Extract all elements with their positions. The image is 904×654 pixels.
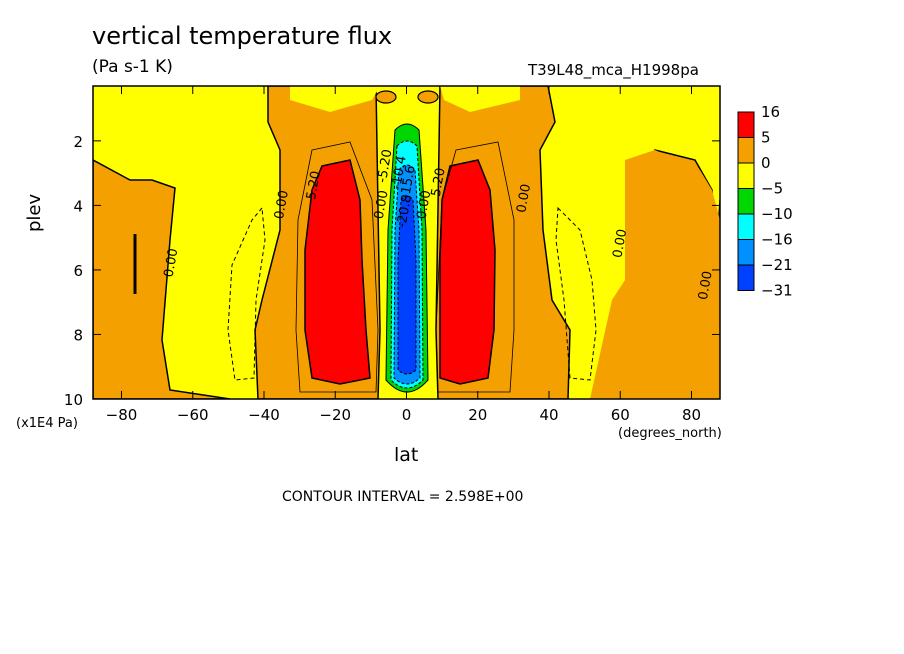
contour-label: -10.4	[389, 155, 410, 191]
contour-label: 0.00	[610, 228, 630, 259]
contour-label: 5.20	[429, 167, 449, 198]
y-tick-label: 2	[73, 133, 83, 151]
x-tick-label: 0	[402, 406, 412, 424]
contour-label: 5.20	[304, 170, 324, 201]
colorbar-swatch	[737, 162, 755, 189]
fill-max-south	[304, 159, 371, 385]
fill-positive-north-polar-2	[590, 150, 720, 399]
contour-fill-layer	[93, 86, 720, 399]
colorbar-swatch	[737, 239, 755, 266]
colorbar-label: −31	[761, 282, 793, 300]
colorbar-label: 0	[761, 154, 771, 172]
x-tick-label: −20	[319, 406, 351, 424]
fill-positive-south-polar	[93, 159, 231, 399]
contour-label: -5.20	[375, 148, 396, 184]
fill-negative-4	[397, 195, 417, 375]
fill-top-band-west	[290, 86, 380, 112]
contour-interval: CONTOUR INTERVAL = 2.598E+00	[282, 489, 524, 505]
y-ticks: 2 4 6 8 10	[64, 133, 720, 409]
colorbar-swatch	[737, 188, 755, 215]
x-tick-label: −60	[177, 406, 209, 424]
contour-label: 0.00	[696, 270, 716, 301]
colorbar-label: −5	[761, 180, 783, 198]
colorbar-label: −16	[761, 231, 793, 249]
y-tick-label: 8	[73, 326, 83, 344]
contour-north-outer	[435, 141, 515, 393]
x-tick-label: −40	[248, 406, 280, 424]
x-tick-label: 20	[468, 406, 487, 424]
colorbar-label: −21	[761, 256, 793, 274]
x-axis-unit: (degrees_north)	[618, 426, 722, 441]
blob-top-1	[375, 90, 397, 104]
y-tick-label: 10	[64, 391, 83, 409]
contour-label: 0.00	[272, 189, 292, 220]
contour-label: 0.00	[514, 183, 534, 214]
x-tick-label: −80	[106, 406, 138, 424]
colorbar-swatch	[737, 213, 755, 240]
y-tick-label: 4	[73, 197, 83, 215]
colorbar-swatch	[737, 264, 755, 291]
x-tick-label: 40	[539, 406, 558, 424]
chart-title: vertical temperature flux	[92, 22, 393, 50]
contour-label: 0.00	[415, 189, 435, 220]
chart-units: (Pa s-1 K)	[92, 57, 173, 77]
contour-labels: 0.000.005.200.00-5.20-10.4-15.6-20.8 0.00…	[162, 148, 716, 301]
colorbar-label: 16	[761, 103, 780, 121]
colorbar: 16 5 0 −5 −10 −16 −21 −31	[737, 103, 793, 300]
contour-dashed-south	[227, 206, 266, 381]
blob-top-2	[417, 90, 439, 104]
contour-label: 0.00	[372, 189, 392, 220]
contour-label: -15.6	[398, 164, 419, 200]
x-ticks: −80 −60 −40 −20 0 20 40 60 80	[106, 86, 701, 424]
colorbar-swatch	[737, 137, 755, 164]
contour-label: -20.8	[395, 193, 416, 229]
contour-dashed-north	[555, 206, 597, 381]
run-label: T39L48_mca_H1998pa	[528, 61, 699, 79]
colorbar-swatch	[737, 111, 755, 138]
x-axis-label: lat	[394, 444, 419, 466]
x-tick-label: 80	[682, 406, 701, 424]
colorbar-label: 5	[761, 129, 771, 147]
x-tick-label: 60	[611, 406, 630, 424]
y-tick-label: 6	[73, 262, 83, 280]
y-axis-unit: (x1E4 Pa)	[16, 416, 78, 431]
contour-south-outer	[295, 141, 379, 393]
colorbar-label: −10	[761, 205, 793, 223]
fill-max-north	[439, 159, 496, 385]
fill-top-band-east	[440, 86, 520, 112]
contour-label: 0.00	[162, 247, 182, 278]
